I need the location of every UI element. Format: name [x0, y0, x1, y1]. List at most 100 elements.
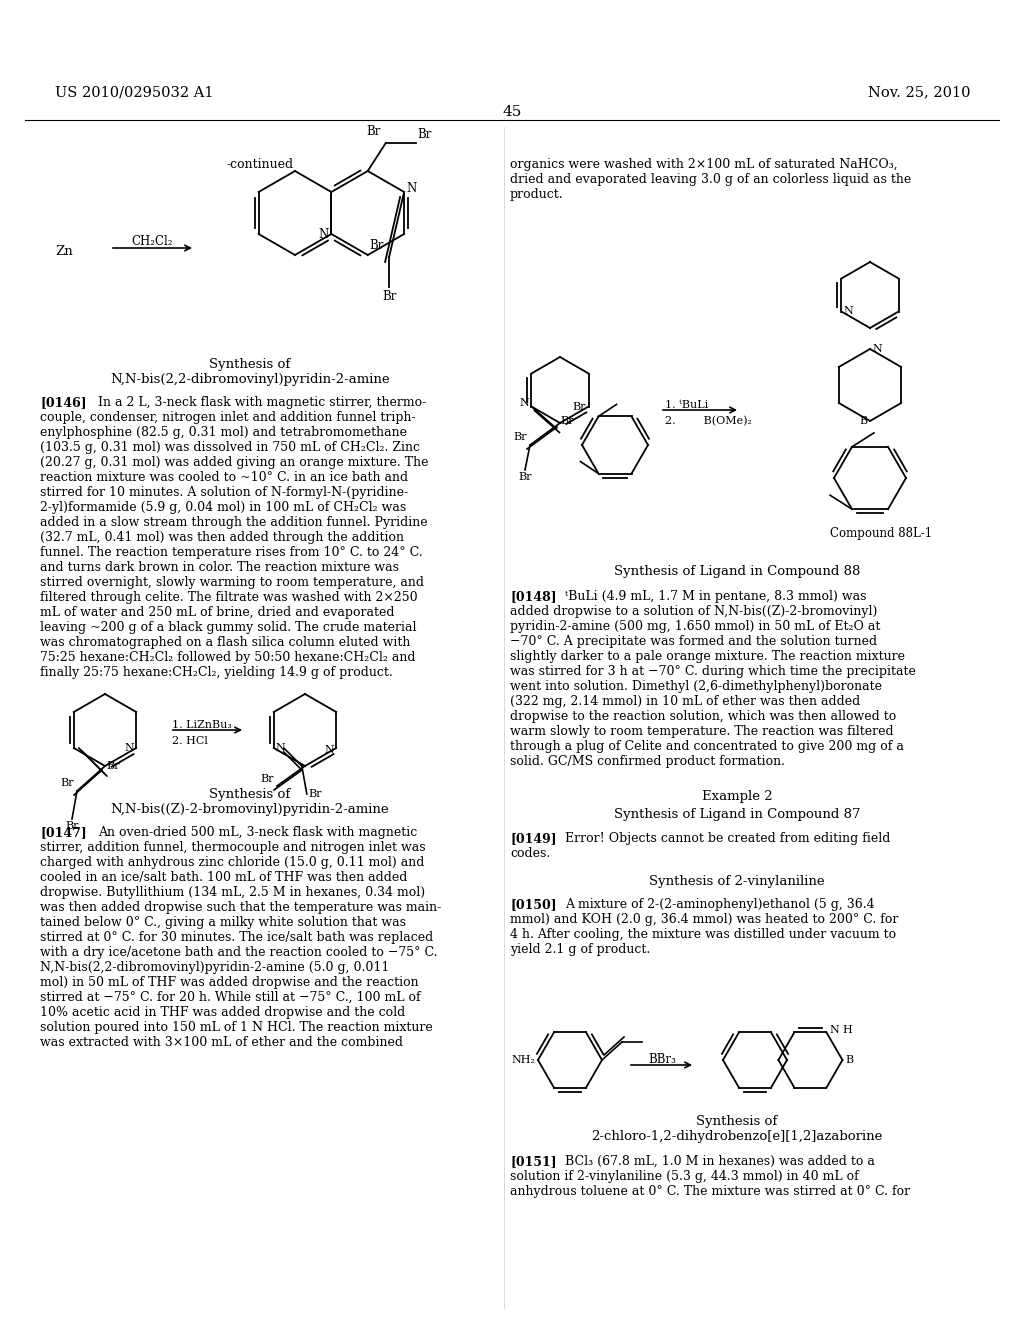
Text: [0146]: [0146]	[40, 396, 87, 409]
Text: [0150]: [0150]	[510, 898, 557, 911]
Text: Br: Br	[418, 128, 432, 141]
Text: dropwise to the reaction solution, which was then allowed to: dropwise to the reaction solution, which…	[510, 710, 896, 723]
Text: solid. GC/MS confirmed product formation.: solid. GC/MS confirmed product formation…	[510, 755, 785, 768]
Text: N: N	[829, 1026, 840, 1035]
Text: stirred overnight, slowly warming to room temperature, and: stirred overnight, slowly warming to roo…	[40, 576, 424, 589]
Text: [0148]: [0148]	[510, 590, 557, 603]
Text: -continued: -continued	[226, 158, 294, 172]
Text: N: N	[407, 182, 417, 195]
Text: added dropwise to a solution of N,N-bis((Z)-2-bromovinyl): added dropwise to a solution of N,N-bis(…	[510, 605, 878, 618]
Text: stirred for 10 minutes. A solution of N-formyl-N-(pyridine-: stirred for 10 minutes. A solution of N-…	[40, 486, 409, 499]
Text: −70° C. A precipitate was formed and the solution turned: −70° C. A precipitate was formed and the…	[510, 635, 878, 648]
Text: pyridin-2-amine (500 mg, 1.650 mmol) in 50 mL of Et₂O at: pyridin-2-amine (500 mg, 1.650 mmol) in …	[510, 620, 881, 634]
Text: mL of water and 250 mL of brine, dried and evaporated: mL of water and 250 mL of brine, dried a…	[40, 606, 394, 619]
Text: through a plug of Celite and concentrated to give 200 mg of a: through a plug of Celite and concentrate…	[510, 741, 904, 752]
Text: B: B	[846, 1055, 854, 1065]
Text: H: H	[843, 1026, 852, 1035]
Text: mmol) and KOH (2.0 g, 36.4 mmol) was heated to 200° C. for: mmol) and KOH (2.0 g, 36.4 mmol) was hea…	[510, 913, 898, 927]
Text: N,N-bis((Z)-2-bromovinyl)pyridin-2-amine: N,N-bis((Z)-2-bromovinyl)pyridin-2-amine	[111, 803, 389, 816]
Text: NH₂: NH₂	[511, 1055, 535, 1065]
Text: In a 2 L, 3-neck flask with magnetic stirrer, thermo-: In a 2 L, 3-neck flask with magnetic sti…	[98, 396, 426, 409]
Text: organics were washed with 2×100 mL of saturated NaHCO₃,: organics were washed with 2×100 mL of sa…	[510, 158, 898, 172]
Text: stirrer, addition funnel, thermocouple and nitrogen inlet was: stirrer, addition funnel, thermocouple a…	[40, 841, 426, 854]
Text: N: N	[872, 345, 882, 354]
Text: 2.        B(OMe)₂: 2. B(OMe)₂	[665, 416, 752, 426]
Text: Synthesis of: Synthesis of	[209, 788, 291, 801]
Text: Br: Br	[106, 762, 121, 771]
Text: [0149]: [0149]	[510, 832, 557, 845]
Text: B: B	[860, 416, 868, 426]
Text: dried and evaporated leaving 3.0 g of an colorless liquid as the: dried and evaporated leaving 3.0 g of an…	[510, 173, 911, 186]
Text: enylphosphine (82.5 g, 0.31 mol) and tetrabromomethane: enylphosphine (82.5 g, 0.31 mol) and tet…	[40, 426, 407, 440]
Text: CH₂Cl₂: CH₂Cl₂	[131, 235, 173, 248]
Text: cooled in an ice/salt bath. 100 mL of THF was then added: cooled in an ice/salt bath. 100 mL of TH…	[40, 871, 408, 884]
Text: An oven-dried 500 mL, 3-neck flask with magnetic: An oven-dried 500 mL, 3-neck flask with …	[98, 826, 417, 840]
Text: solution if 2-vinylaniline (5.3 g, 44.3 mmol) in 40 mL of: solution if 2-vinylaniline (5.3 g, 44.3 …	[510, 1170, 859, 1183]
Text: filtered through celite. The filtrate was washed with 2×250: filtered through celite. The filtrate wa…	[40, 591, 418, 605]
Text: was then added dropwise such that the temperature was main-: was then added dropwise such that the te…	[40, 902, 441, 913]
Text: Br: Br	[572, 401, 586, 412]
Text: N: N	[519, 399, 529, 408]
Text: codes.: codes.	[510, 847, 550, 861]
Text: 2-yl)formamide (5.9 g, 0.04 mol) in 100 mL of CH₂Cl₂ was: 2-yl)formamide (5.9 g, 0.04 mol) in 100 …	[40, 502, 407, 513]
Text: yield 2.1 g of product.: yield 2.1 g of product.	[510, 942, 650, 956]
Text: reaction mixture was cooled to ~10° C. in an ice bath and: reaction mixture was cooled to ~10° C. i…	[40, 471, 409, 484]
Text: Synthesis of: Synthesis of	[209, 358, 291, 371]
Text: N,N-bis(2,2-dibromovinyl)pyridin-2-amine (5.0 g, 0.011: N,N-bis(2,2-dibromovinyl)pyridin-2-amine…	[40, 961, 389, 974]
Text: Compound 88L-1: Compound 88L-1	[830, 527, 932, 540]
Text: Br: Br	[370, 239, 384, 252]
Text: N: N	[318, 227, 329, 240]
Text: 75:25 hexane:CH₂Cl₂ followed by 50:50 hexane:CH₂Cl₂ and: 75:25 hexane:CH₂Cl₂ followed by 50:50 he…	[40, 651, 416, 664]
Text: Synthesis of Ligand in Compound 87: Synthesis of Ligand in Compound 87	[613, 808, 860, 821]
Text: charged with anhydrous zinc chloride (15.0 g, 0.11 mol) and: charged with anhydrous zinc chloride (15…	[40, 855, 424, 869]
Text: US 2010/0295032 A1: US 2010/0295032 A1	[55, 84, 213, 99]
Text: was stirred for 3 h at −70° C. during which time the precipitate: was stirred for 3 h at −70° C. during wh…	[510, 665, 915, 678]
Text: (32.7 mL, 0.41 mol) was then added through the addition: (32.7 mL, 0.41 mol) was then added throu…	[40, 531, 404, 544]
Text: ᵗBuLi (4.9 mL, 1.7 M in pentane, 8.3 mmol) was: ᵗBuLi (4.9 mL, 1.7 M in pentane, 8.3 mmo…	[565, 590, 866, 603]
Text: Br: Br	[260, 774, 274, 784]
Text: Br: Br	[513, 432, 527, 442]
Text: [0147]: [0147]	[40, 826, 87, 840]
Text: couple, condenser, nitrogen inlet and addition funnel triph-: couple, condenser, nitrogen inlet and ad…	[40, 411, 416, 424]
Text: stirred at 0° C. for 30 minutes. The ice/salt bath was replaced: stirred at 0° C. for 30 minutes. The ice…	[40, 931, 433, 944]
Text: N,N-bis(2,2-dibromovinyl)pyridin-2-amine: N,N-bis(2,2-dibromovinyl)pyridin-2-amine	[111, 374, 390, 385]
Text: warm slowly to room temperature. The reaction was filtered: warm slowly to room temperature. The rea…	[510, 725, 894, 738]
Text: mol) in 50 mL of THF was added dropwise and the reaction: mol) in 50 mL of THF was added dropwise …	[40, 975, 419, 989]
Text: tained below 0° C., giving a milky white solution that was: tained below 0° C., giving a milky white…	[40, 916, 406, 929]
Text: [0151]: [0151]	[510, 1155, 557, 1168]
Text: Synthesis of Ligand in Compound 88: Synthesis of Ligand in Compound 88	[613, 565, 860, 578]
Text: finally 25:75 hexane:CH₂Cl₂, yielding 14.9 g of product.: finally 25:75 hexane:CH₂Cl₂, yielding 14…	[40, 667, 393, 678]
Text: 10% acetic acid in THF was added dropwise and the cold: 10% acetic acid in THF was added dropwis…	[40, 1006, 406, 1019]
Text: solution poured into 150 mL of 1 N HCl. The reaction mixture: solution poured into 150 mL of 1 N HCl. …	[40, 1020, 433, 1034]
Text: Synthesis of: Synthesis of	[696, 1115, 777, 1129]
Text: (20.27 g, 0.31 mol) was added giving an orange mixture. The: (20.27 g, 0.31 mol) was added giving an …	[40, 455, 428, 469]
Text: funnel. The reaction temperature rises from 10° C. to 24° C.: funnel. The reaction temperature rises f…	[40, 546, 423, 558]
Text: Br: Br	[60, 777, 74, 788]
Text: Br: Br	[367, 125, 381, 139]
Text: 2-chloro-1,2-dihydrobenzo[e][1,2]azaborine: 2-chloro-1,2-dihydrobenzo[e][1,2]azabori…	[591, 1130, 883, 1143]
Text: BCl₃ (67.8 mL, 1.0 M in hexanes) was added to a: BCl₃ (67.8 mL, 1.0 M in hexanes) was add…	[565, 1155, 874, 1168]
Text: 4 h. After cooling, the mixture was distilled under vacuum to: 4 h. After cooling, the mixture was dist…	[510, 928, 896, 941]
Text: was chromatographed on a flash silica column eluted with: was chromatographed on a flash silica co…	[40, 636, 411, 649]
Text: Nov. 25, 2010: Nov. 25, 2010	[867, 84, 970, 99]
Text: BBr₃: BBr₃	[648, 1053, 676, 1067]
Text: N: N	[325, 744, 334, 755]
Text: N: N	[125, 743, 134, 752]
Text: Example 2: Example 2	[701, 789, 772, 803]
Text: Br: Br	[518, 473, 531, 482]
Text: added in a slow stream through the addition funnel. Pyridine: added in a slow stream through the addit…	[40, 516, 428, 529]
Text: with a dry ice/acetone bath and the reaction cooled to −75° C.: with a dry ice/acetone bath and the reac…	[40, 946, 437, 960]
Text: Synthesis of 2-vinylaniline: Synthesis of 2-vinylaniline	[649, 875, 824, 888]
Text: 1. ᵗBuLi: 1. ᵗBuLi	[665, 400, 709, 411]
Text: Error! Objects cannot be created from editing field: Error! Objects cannot be created from ed…	[565, 832, 891, 845]
Text: A mixture of 2-(2-aminophenyl)ethanol (5 g, 36.4: A mixture of 2-(2-aminophenyl)ethanol (5…	[565, 898, 874, 911]
Text: product.: product.	[510, 187, 563, 201]
Text: leaving ~200 g of a black gummy solid. The crude material: leaving ~200 g of a black gummy solid. T…	[40, 620, 417, 634]
Text: 45: 45	[503, 106, 521, 119]
Text: N: N	[275, 743, 286, 752]
Text: Br: Br	[66, 821, 79, 832]
Text: and turns dark brown in color. The reaction mixture was: and turns dark brown in color. The react…	[40, 561, 399, 574]
Text: Br: Br	[560, 417, 573, 426]
Text: Br: Br	[382, 290, 396, 304]
Text: slightly darker to a pale orange mixture. The reaction mixture: slightly darker to a pale orange mixture…	[510, 649, 905, 663]
